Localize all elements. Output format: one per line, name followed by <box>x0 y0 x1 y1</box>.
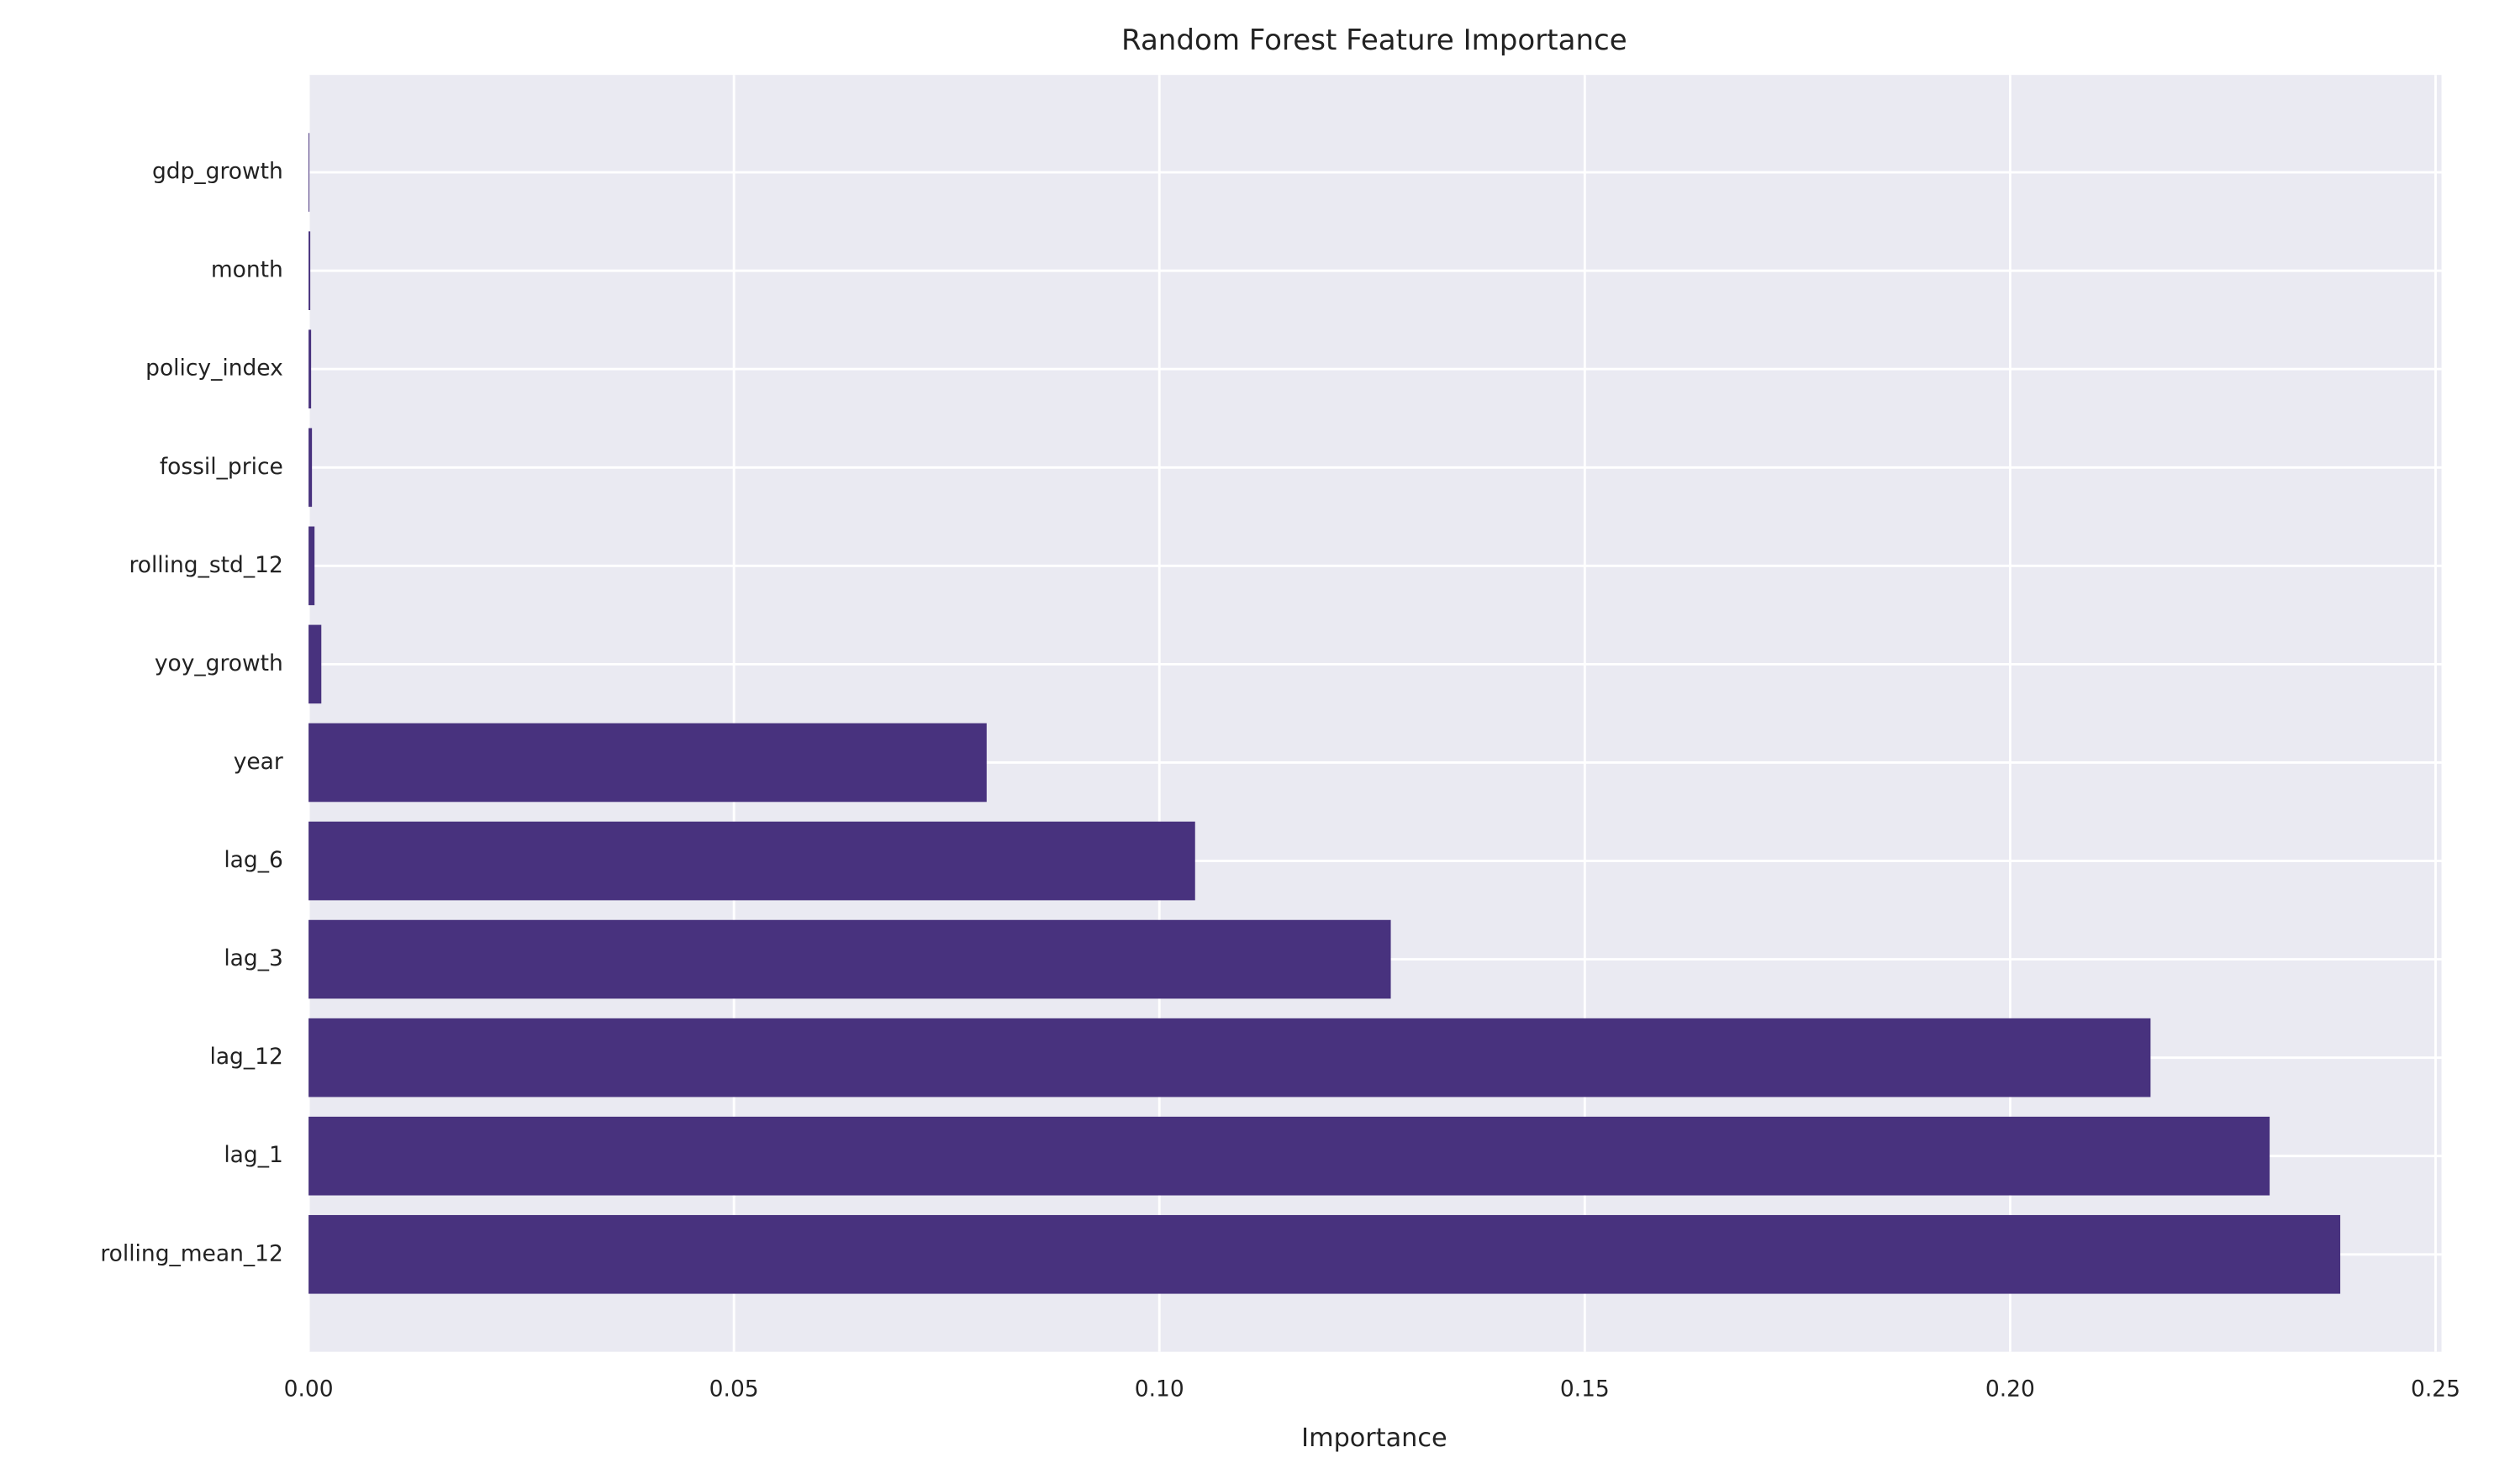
y-tick-label: lag_3 <box>224 945 283 971</box>
bar <box>308 723 987 803</box>
bar <box>308 1214 2341 1294</box>
y-tick-label: policy_index <box>145 355 283 382</box>
y-tick-label: lag_1 <box>224 1142 283 1168</box>
y-tick-label: yoy_growth <box>155 650 283 676</box>
bar <box>308 821 1195 901</box>
x-tick-label: 0.00 <box>284 1376 334 1402</box>
bar <box>308 1018 2151 1097</box>
y-tick-label: year <box>234 749 283 775</box>
bar <box>308 526 315 606</box>
x-axis-label: Importance <box>1301 1423 1447 1453</box>
y-tick-label: lag_12 <box>209 1044 282 1070</box>
y-tick-label: lag_6 <box>224 847 283 873</box>
bar <box>308 329 312 409</box>
chart-title: Random Forest Feature Importance <box>1121 24 1627 57</box>
bar <box>308 133 310 212</box>
bar <box>308 919 1391 999</box>
x-tick-label: 0.15 <box>1560 1376 1610 1402</box>
x-tick-label: 0.20 <box>1985 1376 2035 1402</box>
bar <box>308 624 322 704</box>
x-tick-label: 0.05 <box>709 1376 759 1402</box>
y-tick-label: month <box>211 257 283 283</box>
bar <box>308 231 311 310</box>
y-tick-label: gdp_growth <box>152 159 283 185</box>
y-tick-label: rolling_std_12 <box>129 552 282 578</box>
bar <box>308 1116 2270 1196</box>
y-tick-label: fossil_price <box>160 454 283 480</box>
x-tick-label: 0.10 <box>1135 1376 1184 1402</box>
x-tick-label: 0.25 <box>2411 1376 2460 1402</box>
bar <box>308 428 313 508</box>
y-tick-label: rolling_mean_12 <box>100 1240 282 1266</box>
